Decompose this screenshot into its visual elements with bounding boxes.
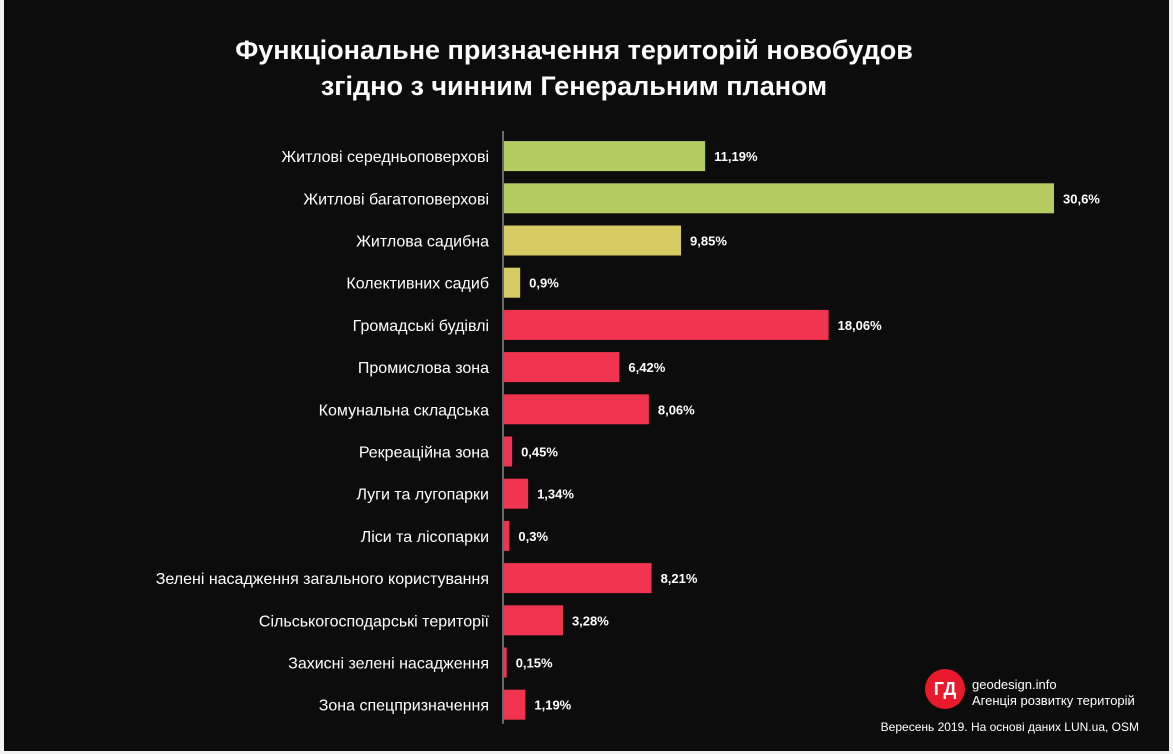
- value-label: 0,45%: [521, 445, 558, 460]
- category-label: Промислова зона: [358, 360, 489, 377]
- source-note: Вересень 2019. На основі даних LUN.ua, O…: [880, 720, 1139, 734]
- bar: [504, 394, 649, 425]
- bar-chart: Житлові середньоповерхові 11,19% Житлові б…: [156, 131, 1100, 724]
- bar: [504, 183, 1054, 214]
- bar: [504, 309, 829, 340]
- value-label: 3,28%: [572, 613, 609, 628]
- value-label: 8,06%: [658, 402, 695, 417]
- chart-title-line-1: Функціональне призначення територій ново…: [235, 35, 913, 65]
- value-label: 8,21%: [661, 571, 698, 586]
- value-label: 11,19%: [714, 149, 758, 164]
- bar: [504, 520, 510, 551]
- category-label: Колективних садиб: [346, 276, 489, 293]
- category-label: Ліси та лісопарки: [361, 529, 489, 546]
- bar: [504, 478, 529, 509]
- logo-badge: ГД: [925, 669, 965, 709]
- category-label: Комунальна складська: [319, 402, 489, 419]
- value-label: 0,15%: [516, 656, 553, 671]
- chart-title-line-2: згідно з чинним Генеральним планом: [320, 71, 828, 101]
- bar: [504, 267, 521, 298]
- value-label: 18,06%: [838, 318, 883, 333]
- value-label: 1,19%: [534, 698, 571, 713]
- bar: [504, 352, 620, 383]
- category-label: Захисні зелені насадження: [288, 656, 489, 673]
- category-label: Зона спецпризначення: [319, 698, 489, 715]
- category-label: Житлові багатоповерхові: [303, 191, 489, 208]
- bar: [504, 563, 652, 594]
- value-label: 0,9%: [529, 276, 559, 291]
- logo-tagline: Агенція розвитку територій: [972, 693, 1135, 708]
- category-label: Рекреаційна зона: [359, 445, 489, 462]
- bar: [504, 605, 563, 636]
- bar: [504, 689, 526, 720]
- bar: [504, 436, 513, 467]
- bar: [504, 647, 507, 678]
- bar: [504, 141, 706, 172]
- value-label: 6,42%: [628, 360, 665, 375]
- category-label: Сільськогосподарські території: [259, 613, 490, 630]
- bar: [504, 225, 682, 256]
- chart-title: Функціональне призначення територій ново…: [4, 32, 1144, 104]
- logo-site-name: geodesign.info: [972, 677, 1057, 692]
- category-label: Зелені насадження загального користуванн…: [156, 571, 489, 588]
- category-label: Луги та лугопарки: [356, 487, 489, 504]
- category-label: Житлові середньоповерхові: [281, 149, 489, 166]
- category-label: Житлова садибна: [356, 234, 489, 251]
- chart-frame: Функціональне призначення територій ново…: [4, 0, 1169, 751]
- value-label: 1,34%: [537, 487, 574, 502]
- value-label: 9,85%: [690, 234, 727, 249]
- value-label: 0,3%: [518, 529, 548, 544]
- value-label: 30,6%: [1063, 191, 1100, 206]
- category-label: Громадські будівлі: [353, 318, 489, 335]
